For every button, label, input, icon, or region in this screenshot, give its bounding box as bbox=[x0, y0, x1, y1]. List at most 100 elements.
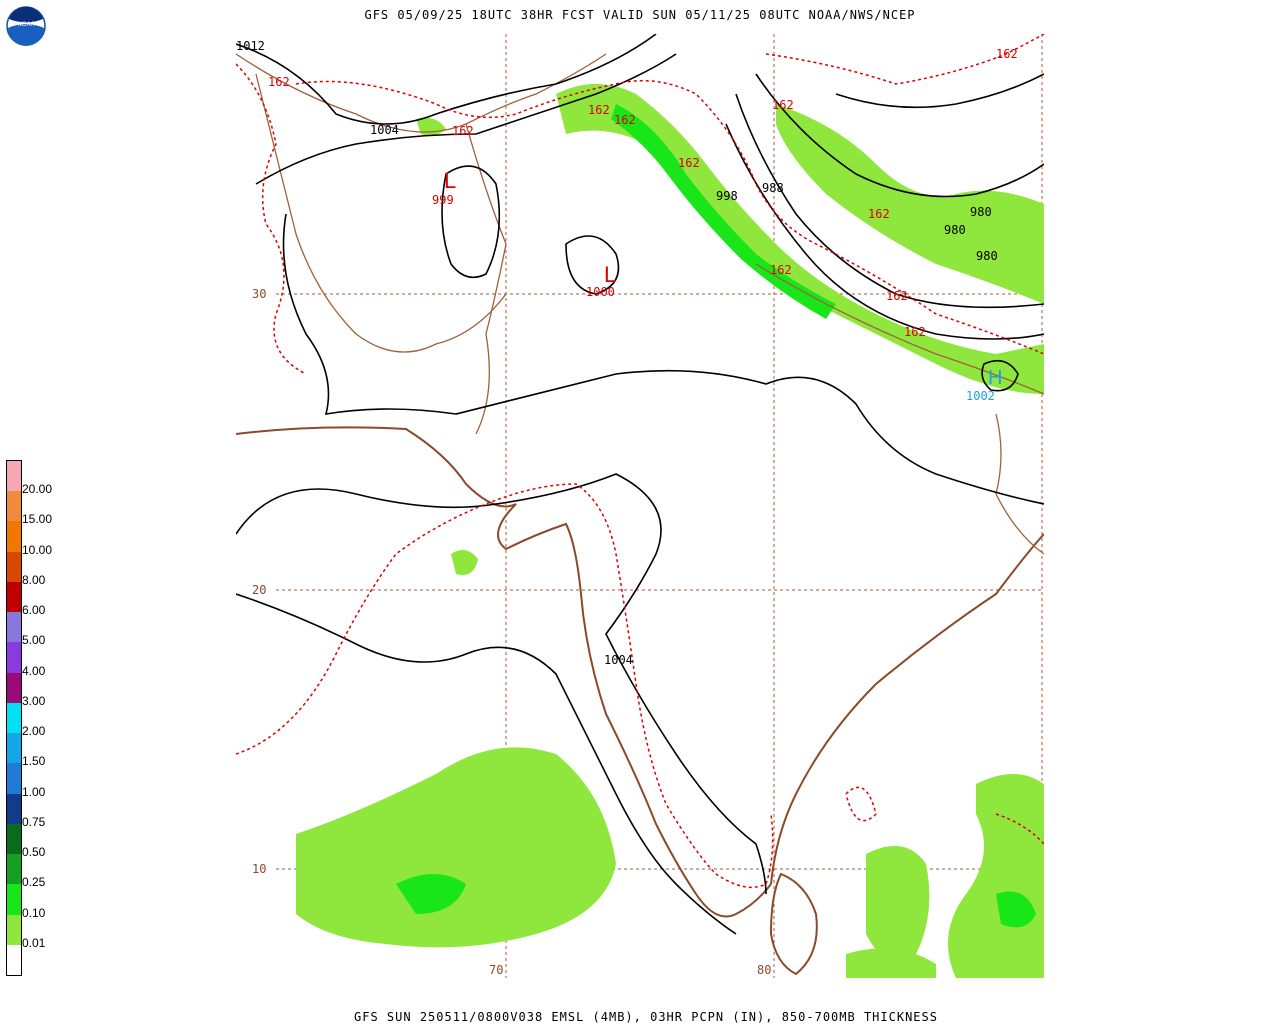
legend-label: 2.00 bbox=[22, 724, 46, 739]
lat-label-20: 20 bbox=[252, 583, 266, 597]
coastline-sri-lanka bbox=[769, 872, 818, 976]
legend-label: 15.00 bbox=[22, 512, 53, 527]
chart-title: GFS 05/09/25 18UTC 38HR FCST VALID SUN 0… bbox=[364, 8, 916, 22]
low-symbol-1: L bbox=[444, 168, 456, 193]
legend-label: 0.75 bbox=[22, 814, 46, 829]
precip-arabian-sea bbox=[296, 747, 616, 948]
legend-label: 5.00 bbox=[22, 633, 46, 648]
isobar-trough-2 bbox=[755, 73, 1044, 198]
isobar-1006 bbox=[236, 593, 737, 935]
thickness-label-4: 162 bbox=[614, 113, 636, 127]
isobar-1004-south bbox=[236, 473, 767, 895]
legend-swatch bbox=[7, 823, 21, 855]
thickness-label-9: 162 bbox=[770, 263, 792, 277]
chart-footer: GFS SUN 250511/0800V038 EMSL (4MB), 03HR… bbox=[354, 1010, 938, 1024]
border-afghanistan bbox=[255, 73, 507, 353]
legend-swatch bbox=[7, 944, 21, 975]
legend-label: 0.50 bbox=[22, 845, 46, 860]
precip-northeast bbox=[776, 104, 1044, 304]
legend-label: 6.00 bbox=[22, 603, 46, 618]
thickness-label-10: 162 bbox=[886, 289, 908, 303]
thickness-contours bbox=[236, 34, 1044, 889]
precip-himalaya-core bbox=[611, 104, 836, 319]
legend-swatch bbox=[7, 581, 21, 613]
border-nepal-bd bbox=[755, 263, 1044, 555]
isobar-label-1004-south: 1004 bbox=[604, 653, 633, 667]
forecast-map: 30 20 10 70 80 1012 1004 1004 998 988 98… bbox=[236, 34, 1044, 978]
low-value-2: 1000 bbox=[586, 285, 615, 299]
legend-swatch bbox=[7, 672, 21, 703]
legend-label: 1.50 bbox=[22, 754, 46, 769]
isobar-label-988: 988 bbox=[762, 181, 784, 195]
isobar-label-998: 998 bbox=[716, 189, 738, 203]
isobars bbox=[236, 34, 1044, 935]
isobar-label-1004-north: 1004 bbox=[370, 123, 399, 137]
legend-swatch bbox=[7, 521, 21, 552]
isobar-label-980-a: 980 bbox=[970, 205, 992, 219]
thickness-line-5 bbox=[845, 786, 877, 822]
legend-swatch bbox=[7, 642, 21, 673]
legend-swatch bbox=[7, 884, 21, 915]
legend-label: 10.00 bbox=[22, 542, 53, 557]
lat-label-30: 30 bbox=[252, 287, 266, 301]
precip-bay-of-bengal bbox=[866, 846, 930, 961]
legend-label: 8.00 bbox=[22, 572, 46, 587]
precipitation-areas bbox=[296, 84, 1044, 978]
isobar-1008-north bbox=[255, 53, 677, 185]
thickness-label-5: 162 bbox=[678, 156, 700, 170]
legend-swatch bbox=[7, 763, 21, 794]
legend-swatch bbox=[7, 612, 21, 643]
isobar-low-1 bbox=[441, 165, 501, 279]
isobar-label-980-c: 980 bbox=[976, 249, 998, 263]
legend-swatch bbox=[7, 733, 21, 764]
noaa-logo: NOAA bbox=[6, 6, 46, 46]
legend-label: 1.00 bbox=[22, 784, 46, 799]
thickness-label-1: 162 bbox=[268, 75, 290, 89]
legend-label: 4.00 bbox=[22, 663, 46, 678]
lat-label-10: 10 bbox=[252, 862, 266, 876]
border-pakistan bbox=[236, 53, 607, 435]
legend-swatch bbox=[7, 914, 21, 945]
isobar-label-980-b: 980 bbox=[944, 223, 966, 237]
legend-swatch bbox=[7, 551, 21, 582]
coastline-west bbox=[236, 426, 772, 918]
low-value-1: 999 bbox=[432, 193, 454, 207]
isobar-1012 bbox=[236, 34, 657, 125]
low-symbol-2: L bbox=[604, 262, 616, 287]
isobar-trough-3 bbox=[835, 73, 1044, 109]
isobar-1004 bbox=[282, 213, 1044, 505]
high-symbol-1: H bbox=[988, 367, 1002, 389]
thickness-label-6: 162 bbox=[772, 98, 794, 112]
isobar-label-1012: 1012 bbox=[236, 39, 265, 53]
precip-nw-patch bbox=[416, 117, 446, 136]
precip-east-edge bbox=[948, 774, 1044, 978]
legend-swatch bbox=[7, 491, 21, 522]
thickness-label-2: 162 bbox=[452, 124, 474, 138]
precip-gujarat bbox=[451, 550, 478, 575]
thickness-label-7: 162 bbox=[996, 47, 1018, 61]
thickness-label-11: 162 bbox=[904, 325, 926, 339]
lon-label-70: 70 bbox=[489, 963, 503, 977]
thickness-line-1 bbox=[236, 63, 307, 375]
legend-swatch bbox=[7, 461, 21, 492]
coastlines-borders bbox=[236, 53, 1044, 976]
precip-arabian-sea-core bbox=[396, 874, 466, 914]
thickness-label-8: 162 bbox=[868, 207, 890, 221]
precip-east-edge-core bbox=[996, 891, 1036, 928]
precip-color-legend bbox=[6, 460, 22, 976]
legend-label: 0.25 bbox=[22, 875, 46, 890]
precip-bottom bbox=[846, 948, 936, 978]
legend-swatch bbox=[7, 793, 21, 824]
legend-swatch bbox=[7, 854, 21, 885]
legend-swatch bbox=[7, 702, 21, 734]
isobar-low-2 bbox=[565, 235, 620, 295]
isobar-high-ring bbox=[981, 359, 1019, 392]
legend-label: 20.00 bbox=[22, 482, 53, 497]
legend-label: 0.10 bbox=[22, 905, 46, 920]
isobar-trough-4 bbox=[725, 123, 1044, 340]
high-value-1: 1002 bbox=[966, 389, 995, 403]
noaa-logo-text: NOAA bbox=[17, 22, 34, 28]
map-labels: 30 20 10 70 80 1012 1004 1004 998 988 98… bbox=[236, 39, 1018, 977]
isobar-trough-1 bbox=[735, 93, 1044, 309]
thickness-label-3: 162 bbox=[588, 103, 610, 117]
